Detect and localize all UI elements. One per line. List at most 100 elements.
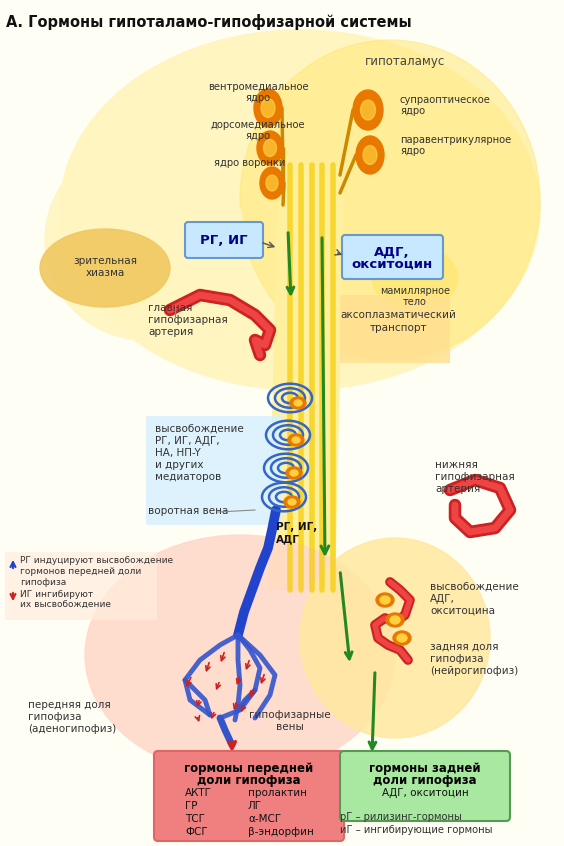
Text: иГ – ингибирующие гормоны: иГ – ингибирующие гормоны (340, 825, 492, 835)
Text: высвобождение: высвобождение (430, 582, 519, 592)
Text: высвобождение: высвобождение (155, 424, 244, 434)
Text: рГ – рилизинг-гормоны: рГ – рилизинг-гормоны (340, 812, 462, 822)
Text: НА, НП-Y: НА, НП-Y (155, 448, 201, 458)
Text: гипофизарная: гипофизарная (148, 315, 228, 325)
Ellipse shape (386, 613, 404, 627)
Text: ГР: ГР (185, 801, 197, 811)
FancyBboxPatch shape (340, 295, 450, 363)
Text: окситоцина: окситоцина (430, 606, 495, 616)
Text: РГ, ИГ, АДГ,: РГ, ИГ, АДГ, (155, 436, 219, 446)
Text: медиаторов: медиаторов (155, 472, 221, 482)
Text: РГ индуцируют высвобождение: РГ индуцируют высвобождение (20, 556, 173, 565)
Text: гипофизарная: гипофизарная (435, 472, 515, 482)
Text: (аденогипофиз): (аденогипофиз) (28, 724, 116, 734)
Text: гипофизарные: гипофизарные (249, 710, 331, 720)
Text: дорсомедиальное: дорсомедиальное (211, 120, 305, 130)
Ellipse shape (360, 100, 376, 120)
Ellipse shape (290, 397, 306, 409)
Text: транспорт: транспорт (369, 323, 427, 333)
Ellipse shape (286, 467, 302, 479)
Text: ядро: ядро (400, 146, 425, 156)
Ellipse shape (257, 131, 283, 165)
Text: ИГ ингибируют: ИГ ингибируют (20, 590, 93, 599)
Text: гормоны задней: гормоны задней (369, 762, 481, 775)
Text: артерия: артерия (435, 484, 481, 494)
Ellipse shape (294, 400, 302, 406)
Text: вентромедиальное: вентромедиальное (208, 82, 309, 92)
Ellipse shape (240, 40, 540, 360)
Text: зрительная: зрительная (73, 256, 137, 266)
Ellipse shape (376, 593, 394, 607)
Text: супраоптическое: супраоптическое (400, 95, 491, 105)
Text: гормонов передней доли: гормонов передней доли (20, 567, 141, 576)
Text: β-эндорфин: β-эндорфин (248, 827, 314, 837)
Ellipse shape (288, 434, 304, 446)
Ellipse shape (263, 140, 276, 157)
Text: аксоплазматический: аксоплазматический (340, 310, 456, 320)
Text: нижняя: нижняя (435, 460, 478, 470)
Ellipse shape (390, 616, 400, 624)
Text: АДГ: АДГ (276, 534, 300, 544)
Text: пролактин: пролактин (248, 788, 307, 798)
FancyBboxPatch shape (5, 552, 157, 620)
FancyBboxPatch shape (154, 751, 344, 841)
Ellipse shape (353, 90, 383, 130)
Ellipse shape (380, 596, 390, 604)
Text: гипофиза: гипофиза (20, 578, 66, 587)
Ellipse shape (260, 167, 284, 199)
FancyBboxPatch shape (185, 222, 263, 258)
Text: (нейрогипофиз): (нейрогипофиз) (430, 666, 518, 676)
Text: АДГ, окситоцин: АДГ, окситоцин (382, 788, 468, 798)
Text: задняя доля: задняя доля (430, 642, 499, 652)
Text: АДГ,: АДГ, (374, 245, 410, 259)
Text: окситоцин: окситоцин (351, 257, 433, 271)
Ellipse shape (266, 175, 278, 191)
Text: и других: и других (155, 460, 204, 470)
Text: ФСГ: ФСГ (185, 827, 208, 837)
Text: доли гипофиза: доли гипофиза (373, 774, 477, 787)
Ellipse shape (60, 30, 540, 390)
Text: АДГ,: АДГ, (430, 594, 455, 604)
Text: ядро воронки: ядро воронки (214, 158, 286, 168)
Text: паравентрикулярное: паравентрикулярное (400, 135, 511, 145)
Text: передняя доля: передняя доля (28, 700, 111, 710)
Text: хиазма: хиазма (85, 268, 125, 278)
Text: тело: тело (403, 297, 427, 307)
Text: доли гипофиза: доли гипофиза (197, 774, 301, 787)
Text: ядро: ядро (245, 131, 271, 141)
FancyBboxPatch shape (342, 235, 443, 279)
Text: АКТГ: АКТГ (185, 788, 212, 798)
Polygon shape (268, 165, 345, 590)
Text: А. Гормоны гипоталамо-гипофизарной системы: А. Гормоны гипоталамо-гипофизарной систе… (6, 14, 412, 30)
Text: гипоталамус: гипоталамус (365, 55, 445, 68)
Text: их высвобождение: их высвобождение (20, 601, 111, 610)
Ellipse shape (45, 140, 245, 340)
Text: α-МСГ: α-МСГ (248, 814, 281, 824)
Ellipse shape (393, 631, 411, 645)
Ellipse shape (85, 535, 395, 775)
Ellipse shape (292, 437, 300, 443)
Ellipse shape (290, 470, 298, 476)
Text: ТСГ: ТСГ (185, 814, 205, 824)
Text: ЛГ: ЛГ (248, 801, 262, 811)
Ellipse shape (356, 136, 384, 174)
Ellipse shape (300, 538, 490, 738)
Ellipse shape (261, 98, 275, 118)
Text: гормоны передней: гормоны передней (184, 762, 314, 775)
Ellipse shape (40, 229, 170, 307)
Text: мамиллярное: мамиллярное (380, 286, 450, 296)
Text: ядро: ядро (245, 93, 271, 103)
Ellipse shape (372, 245, 457, 310)
Ellipse shape (284, 496, 300, 508)
Text: гипофиза: гипофиза (28, 712, 82, 722)
Text: ядро: ядро (400, 106, 425, 116)
FancyBboxPatch shape (340, 751, 510, 821)
Ellipse shape (363, 146, 377, 164)
FancyBboxPatch shape (146, 416, 282, 525)
Text: вены: вены (276, 722, 304, 732)
Text: артерия: артерия (148, 327, 193, 337)
Text: РГ, ИГ,: РГ, ИГ, (276, 522, 317, 532)
Text: РГ, ИГ: РГ, ИГ (200, 233, 248, 246)
Text: гипофиза: гипофиза (430, 654, 483, 664)
Ellipse shape (254, 89, 282, 127)
